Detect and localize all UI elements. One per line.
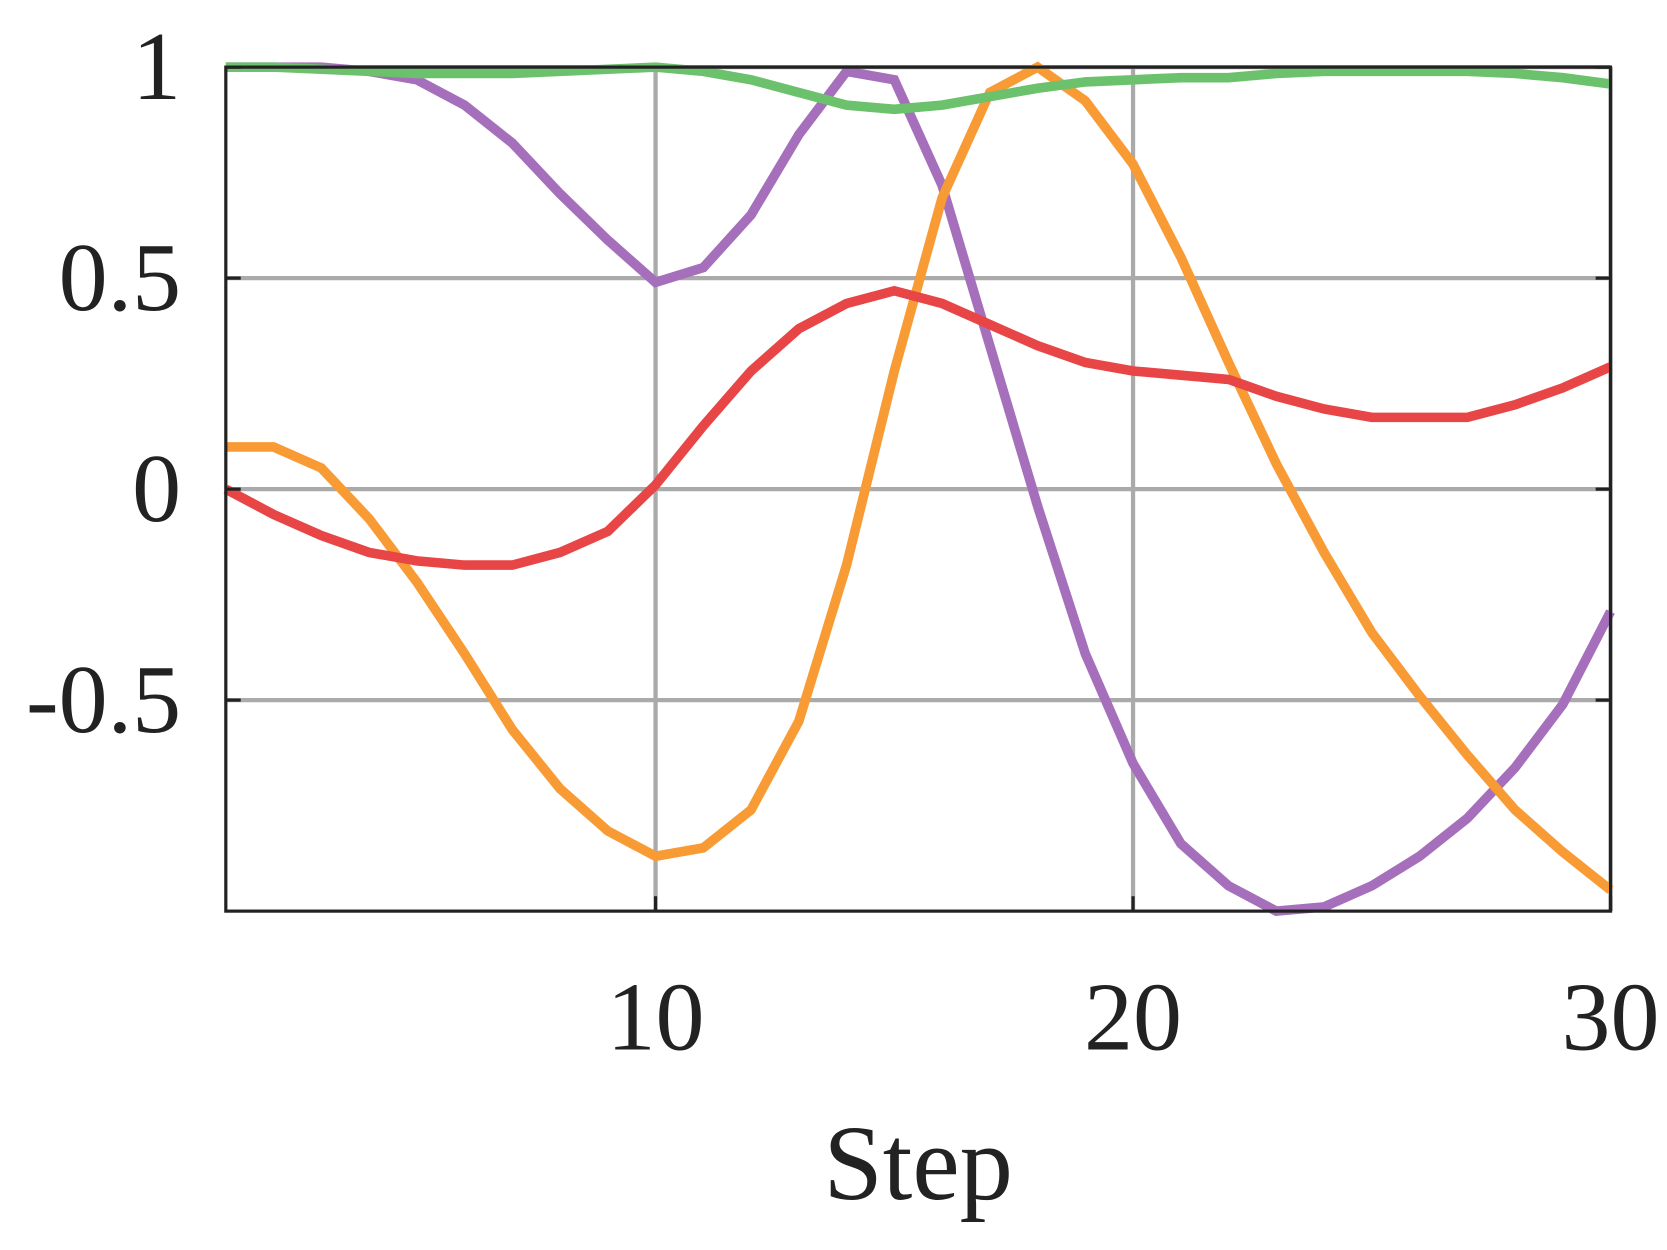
- axes: -0.5 0 0.5 1 10 20 30: [26, 13, 1660, 1072]
- y-tick-label: 0.5: [59, 224, 181, 332]
- y-tick-label: 0: [132, 435, 181, 543]
- x-axis-label: Step: [823, 1105, 1012, 1223]
- series-line: [225, 61, 1614, 894]
- x-tick-label: 20: [1084, 964, 1182, 1072]
- series-line: [225, 62, 1615, 917]
- plot-frame: [224, 65, 1613, 913]
- x-tick-label: 10: [607, 964, 705, 1072]
- series-line: [225, 62, 1612, 115]
- grid: [225, 65, 1613, 912]
- series-line: [223, 285, 1613, 570]
- x-tick-label: 30: [1562, 964, 1660, 1072]
- y-tick-label: -0.5: [26, 646, 181, 754]
- y-tick-label: 1: [132, 13, 181, 121]
- lines: [223, 61, 1615, 917]
